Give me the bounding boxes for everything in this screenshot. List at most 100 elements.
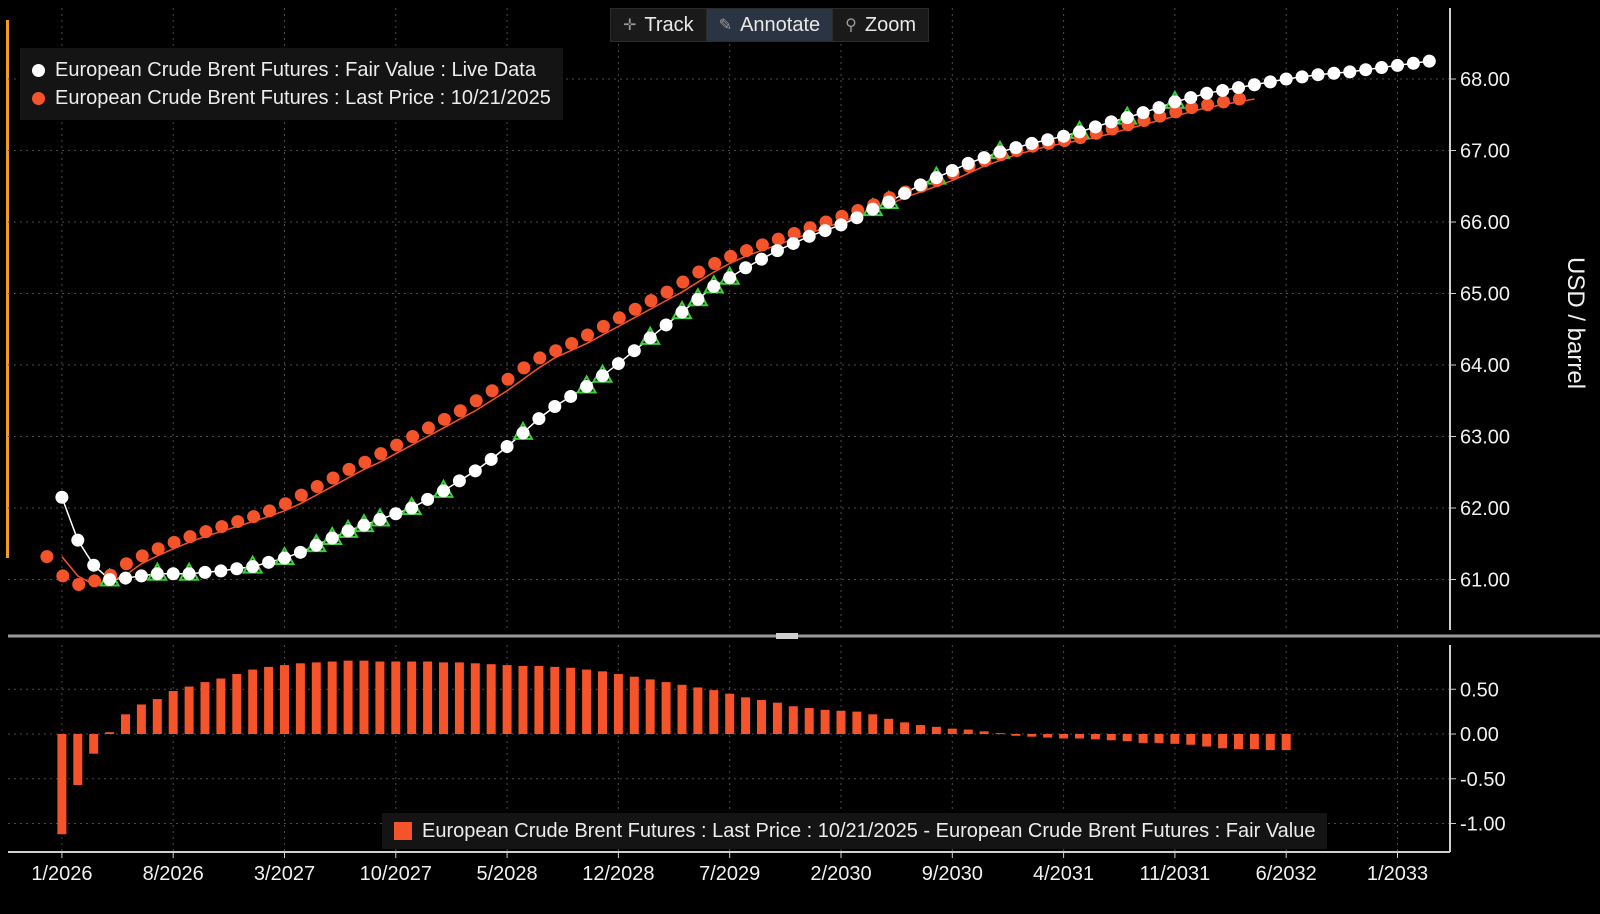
spread-bar [216,678,226,734]
spread-bar [995,733,1005,735]
fair-value-point [818,224,832,238]
fair-value-point [1311,68,1325,82]
last-price-point [437,412,451,426]
spread-bar [73,734,83,786]
y-tick-label-top: 68.00 [1460,69,1510,91]
fair-value-point [755,252,768,266]
zoom-button[interactable]: ⚲ Zoom [833,9,928,41]
last-price-point [469,394,483,408]
last-price-point [406,430,420,443]
spread-bar [1154,734,1164,743]
x-tick-label: 10/2027 [360,863,432,885]
last-price-point [119,557,133,571]
spread-bar [868,714,878,734]
fair-value-point [961,156,975,170]
fair-value-point [611,357,625,371]
fair-value-point [516,426,530,440]
spread-bar [725,693,735,734]
fair-value-point [882,195,896,209]
spread-bar [454,662,464,734]
spread-bar [534,665,544,734]
last-price-point [755,238,769,252]
fair-value-point [898,186,912,200]
last-price-point [1185,101,1199,115]
last-price-point [56,569,70,583]
x-tick-label: 1/2033 [1367,863,1428,885]
fair-value-point [596,369,609,383]
last-price-point [310,480,324,494]
last-price-point [565,337,579,351]
last-price-point [40,550,54,564]
fair-value-point [675,305,689,319]
fair-value-point [1073,125,1086,139]
last-price-point [453,404,467,418]
track-button[interactable]: ✛ Track [611,9,707,41]
y-tick-label-bottom: -0.50 [1460,769,1506,791]
fair-value-point [1088,120,1102,134]
fair-value-point [532,412,546,426]
spread-bar [232,674,242,734]
legend-entry-fair-value[interactable]: European Crude Brent Futures : Fair Valu… [32,56,551,84]
spread-bar [327,661,337,734]
fair-value-point [1232,81,1245,95]
spread-bar [1186,734,1196,745]
fair-value-point [993,145,1007,159]
fair-value-point [166,567,180,581]
fair-value-point [1200,86,1214,100]
last-price-point [501,372,515,386]
spread-bar [280,665,289,734]
orange-square-icon [394,822,412,840]
spread-bar [407,661,417,734]
spread-bar [550,666,560,734]
spread-bar [693,687,703,734]
fair-value-point [580,379,594,393]
last-price-point [358,455,372,469]
fair-value-point [55,490,69,504]
spread-bar [947,728,957,734]
fair-value-point [691,292,705,306]
zoom-label: Zoom [864,13,916,36]
annotate-button[interactable]: ✎ Annotate [706,9,834,41]
fair-value-point [103,573,117,586]
fair-value-point [1104,115,1118,129]
spread-bar [152,699,162,734]
fair-value-point [1279,72,1293,86]
legend-label-fair-value: European Crude Brent Futures : Fair Valu… [55,59,536,81]
x-tick-label: 12/2028 [582,863,654,885]
last-price-point [612,311,626,325]
spread-bar [121,714,130,734]
last-price-point [72,578,86,592]
fair-value-point [500,440,514,454]
y-tick-label-top: 64.00 [1460,355,1510,377]
spread-bar [1027,734,1037,737]
fair-value-point [1216,83,1230,97]
magnifier-icon: ⚲ [845,17,857,34]
spread-bar [105,732,115,734]
spread-bar [136,704,146,734]
spread-bar [1281,734,1291,751]
spread-bar [931,726,941,734]
spread-bar [295,663,305,734]
fair-value-point [945,164,959,178]
last-price-point [628,302,642,316]
last-price-point [199,525,213,539]
fair-value-point [293,545,307,559]
crosshair-cursor-line [6,20,9,558]
spread-bar [423,661,433,734]
y-tick-label-top: 67.00 [1460,141,1510,163]
fair-value-point [150,567,164,581]
fair-value-point [786,236,800,250]
fair-value-point [325,531,339,545]
fair-value-point [643,331,657,345]
spread-bar [1138,734,1148,743]
crosshair-icon: ✛ [623,17,637,34]
spread-bar [884,718,894,734]
fair-value-point [484,452,498,466]
fair-value-point [659,318,673,332]
x-tick-label: 9/2030 [922,863,983,885]
legend-entry-last-price[interactable]: European Crude Brent Futures : Last Pric… [32,84,551,112]
fair-value-point [1247,78,1261,92]
spread-legend[interactable]: European Crude Brent Futures : Last Pric… [382,813,1328,849]
fair-value-point [246,560,260,574]
